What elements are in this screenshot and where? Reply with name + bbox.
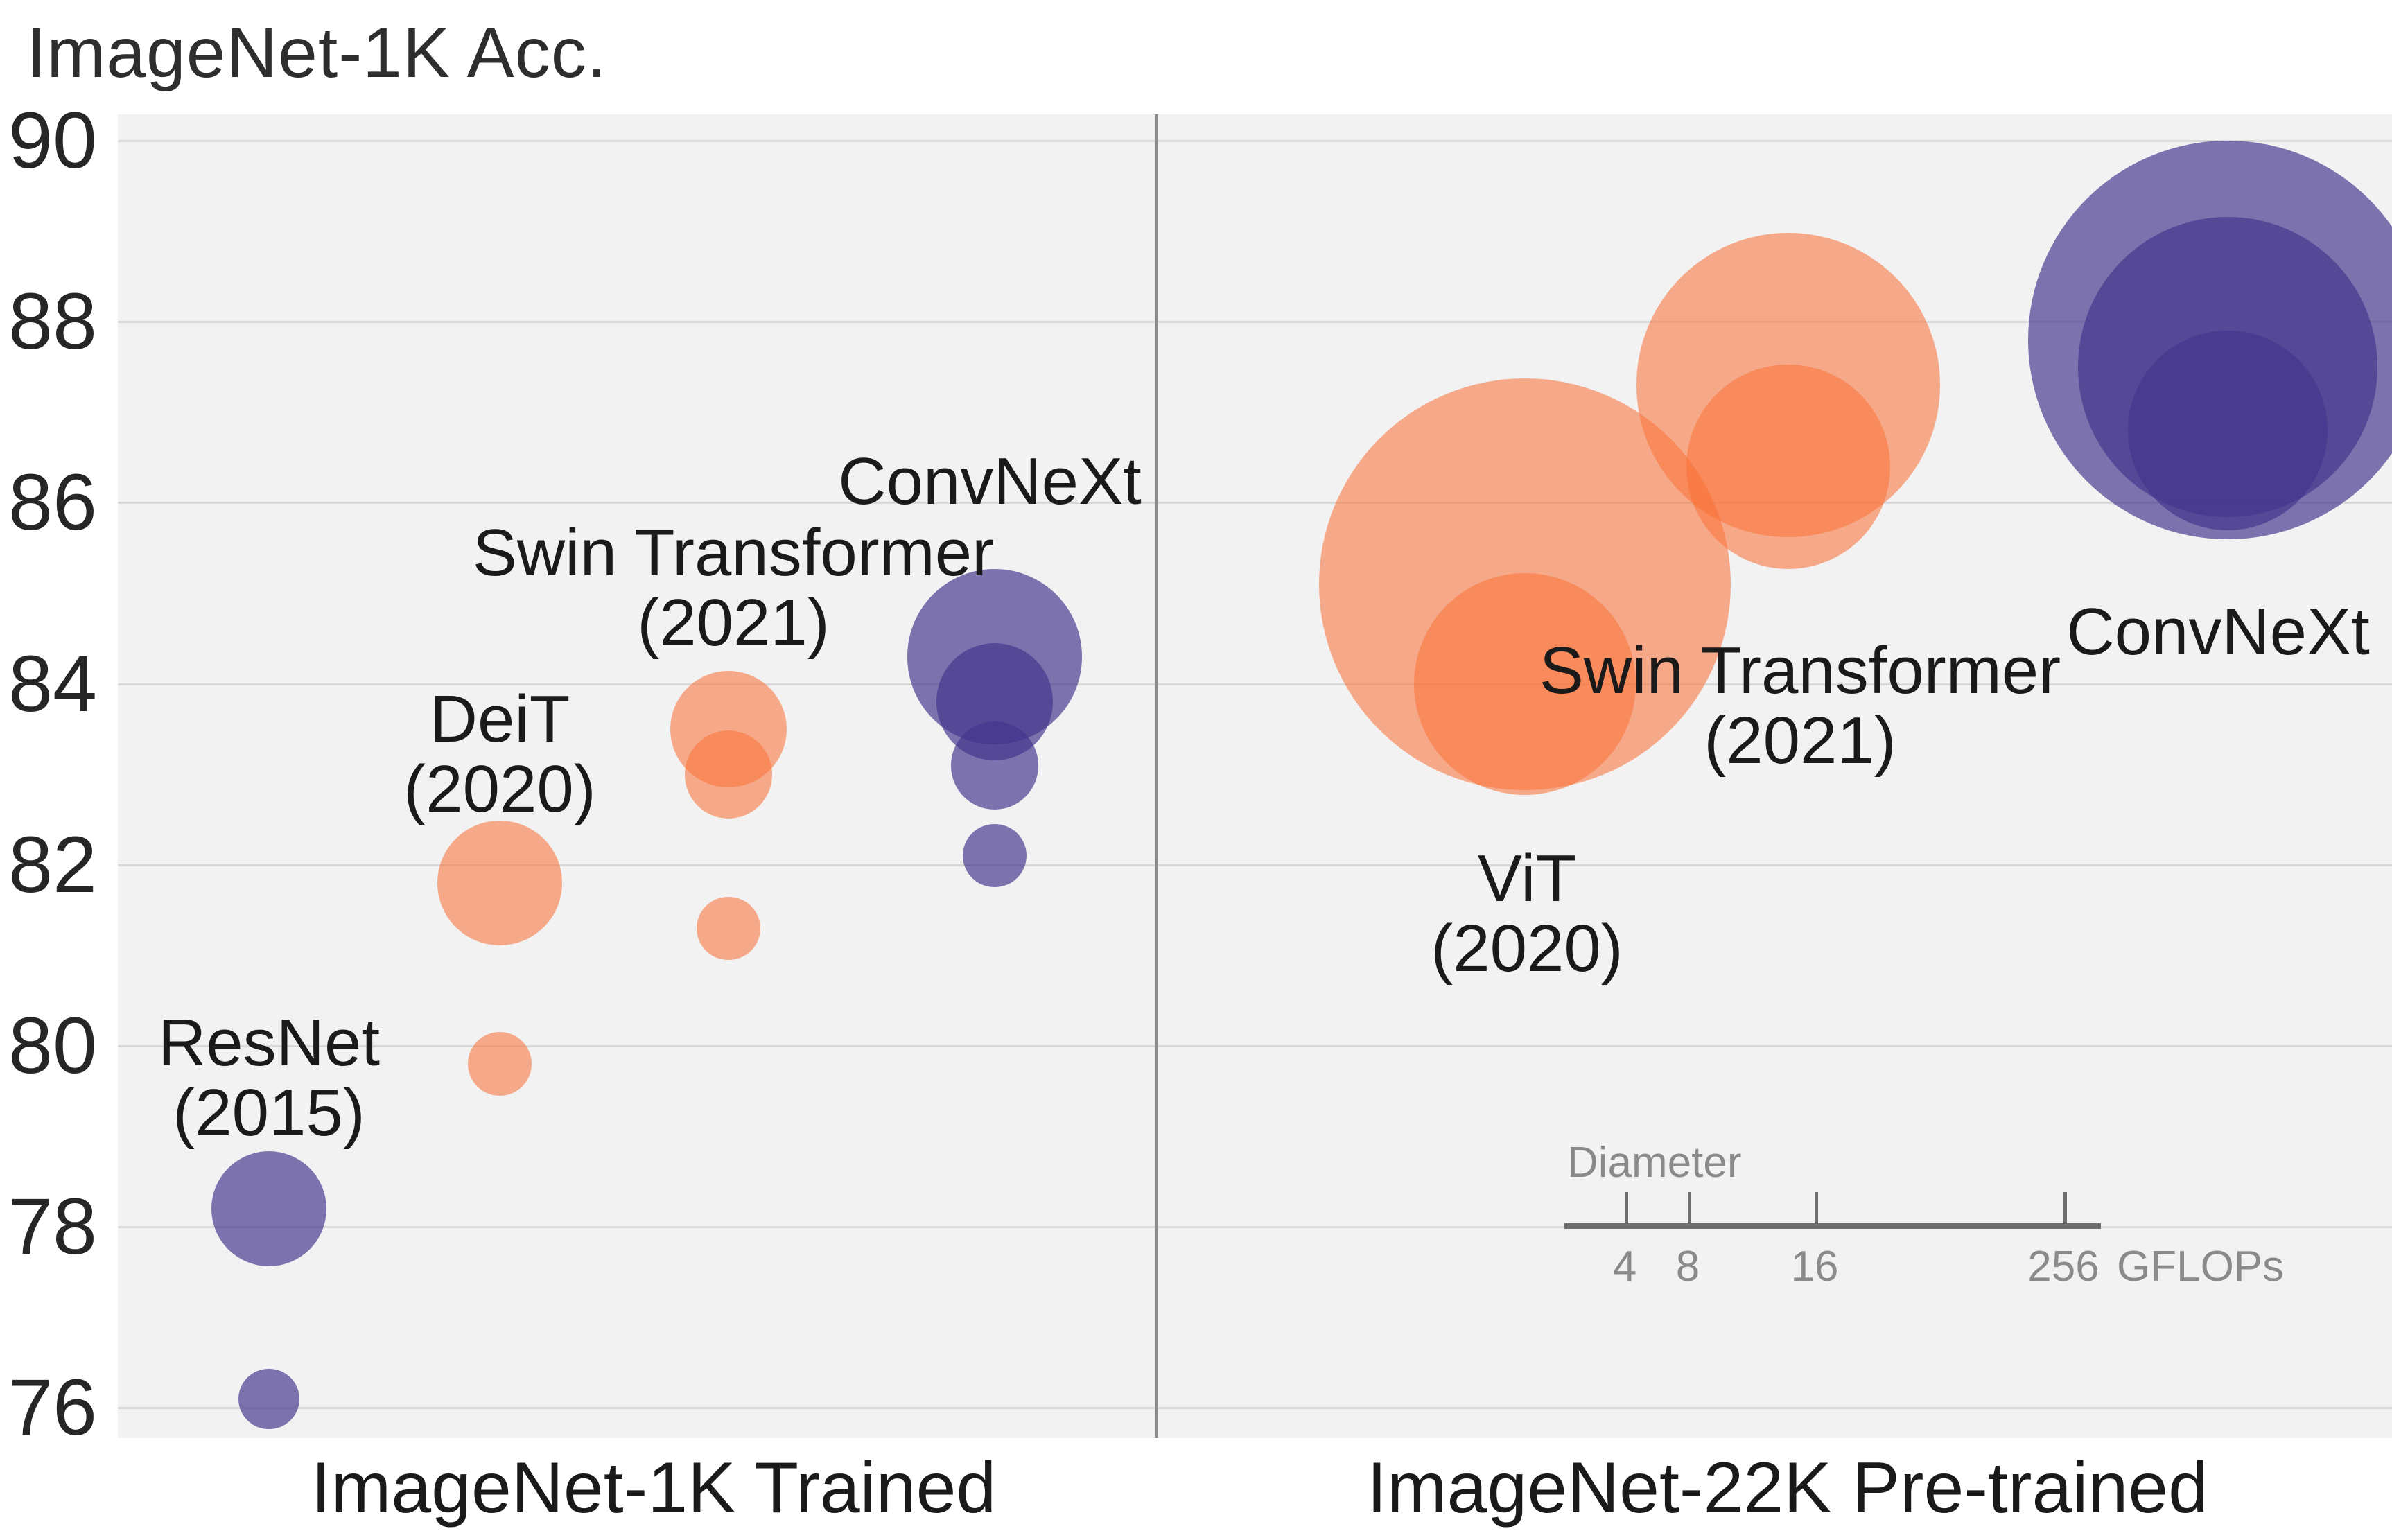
y-tick-label-88: 88 (8, 277, 97, 367)
gridline-y-80 (118, 1045, 2392, 1047)
y-tick-label-82: 82 (8, 820, 97, 909)
annotation-convnext-0: ConvNeXt (838, 444, 1142, 518)
bubble-swin-transformer-81.3 (697, 896, 760, 960)
annotation-deit-0: DeiT (2020) (403, 682, 596, 826)
gridline-y-90 (118, 140, 2392, 142)
legend-tick-label-8: 8 (1675, 1243, 1700, 1290)
chart-title: ImageNet-1K Acc. (26, 13, 608, 92)
legend-tick-4 (1625, 1192, 1628, 1228)
legend-tick-label-4: 4 (1612, 1243, 1637, 1290)
gridline-y-84 (118, 683, 2392, 685)
y-tick-label-80: 80 (8, 1001, 97, 1090)
x-axis-label-imagenet-22k-pretrained: ImageNet-22K Pre-trained (1367, 1448, 2208, 1528)
gridline-y-82 (118, 864, 2392, 866)
legend-title: Diameter (1567, 1139, 1742, 1187)
plot-area: Diameter 4 8 16 256 GFLOPs (118, 114, 2392, 1438)
legend-unit-label: GFLOPs (2117, 1243, 2285, 1290)
bubble-deit-79.8 (467, 1032, 532, 1096)
legend-tick-256 (2063, 1192, 2067, 1228)
y-tick-label-84: 84 (8, 639, 97, 728)
bubble-swin-transformer-83 (684, 730, 773, 819)
annotation-vit-1: ViT (2020) (1431, 841, 1623, 986)
y-tick-label-86: 86 (8, 458, 97, 548)
y-tick-label-76: 76 (8, 1363, 97, 1453)
bubble-resnet-78.2 (211, 1150, 327, 1267)
y-tick-label-90: 90 (8, 96, 97, 185)
legend-tick-16 (1815, 1192, 1818, 1228)
annotation-convnext-1: ConvNeXt (2066, 595, 2370, 669)
legend-tick-8 (1688, 1192, 1691, 1228)
bubble-vit-84 (1413, 572, 1636, 795)
legend-diameter-bar (1564, 1223, 2101, 1229)
annotation-resnet-0: ResNet (2015) (157, 1006, 381, 1150)
panel-divider (1155, 114, 1158, 1438)
annotation-swin-transformer-0: Swin Transformer (2021) (472, 516, 995, 660)
gridline-y-76 (118, 1407, 2392, 1410)
bubble-resnet-76.1 (238, 1368, 299, 1429)
gridline-y-86 (118, 502, 2392, 505)
bubble-convnext-82.1 (963, 824, 1027, 888)
bubble-deit-81.8 (437, 820, 563, 946)
gridline-y-78 (118, 1226, 2392, 1229)
legend-tick-label-256: 256 (2027, 1243, 2099, 1290)
y-tick-label-78: 78 (8, 1182, 97, 1272)
gridline-y-88 (118, 321, 2392, 324)
bubble-swin-transformer-86.4 (1686, 364, 1891, 569)
bubble-convnext-83.1 (950, 721, 1039, 810)
annotation-swin-transformer-1: Swin Transformer (2021) (1539, 633, 2061, 778)
x-axis-label-imagenet-1k-trained: ImageNet-1K Trained (311, 1448, 997, 1528)
legend-tick-label-16: 16 (1790, 1243, 1839, 1290)
bubble-convnext-86.8 (2127, 330, 2328, 531)
